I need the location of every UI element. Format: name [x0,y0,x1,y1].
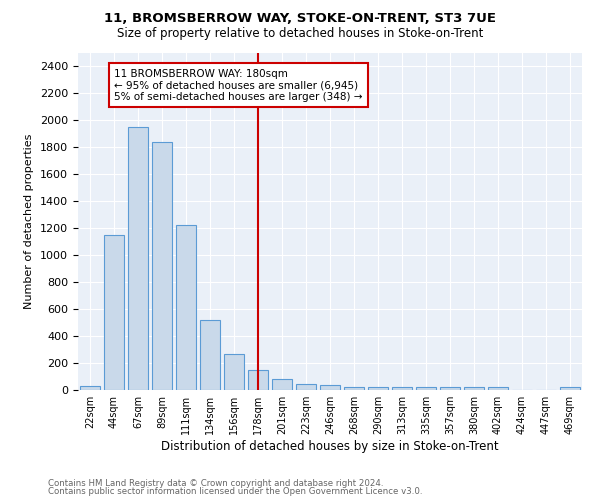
Bar [272,378,292,390]
Bar [248,370,268,390]
Bar [464,388,484,390]
Bar [104,235,124,390]
Bar [152,142,172,390]
Bar [488,386,508,390]
Bar [440,388,460,390]
Bar [368,386,388,390]
Text: 11 BROMSBERROW WAY: 180sqm
← 95% of detached houses are smaller (6,945)
5% of se: 11 BROMSBERROW WAY: 180sqm ← 95% of deta… [114,68,362,102]
Bar [200,320,220,390]
Text: Contains public sector information licensed under the Open Government Licence v3: Contains public sector information licen… [48,487,422,496]
Bar [80,386,100,390]
Bar [296,384,316,390]
Bar [392,388,412,390]
Bar [344,388,364,390]
Y-axis label: Number of detached properties: Number of detached properties [25,134,34,309]
Bar [128,126,148,390]
Text: 11, BROMSBERROW WAY, STOKE-ON-TRENT, ST3 7UE: 11, BROMSBERROW WAY, STOKE-ON-TRENT, ST3… [104,12,496,26]
Bar [176,226,196,390]
Bar [416,388,436,390]
Bar [560,388,580,390]
X-axis label: Distribution of detached houses by size in Stoke-on-Trent: Distribution of detached houses by size … [161,440,499,453]
Bar [224,354,244,390]
Text: Size of property relative to detached houses in Stoke-on-Trent: Size of property relative to detached ho… [117,28,483,40]
Bar [320,384,340,390]
Text: Contains HM Land Registry data © Crown copyright and database right 2024.: Contains HM Land Registry data © Crown c… [48,478,383,488]
